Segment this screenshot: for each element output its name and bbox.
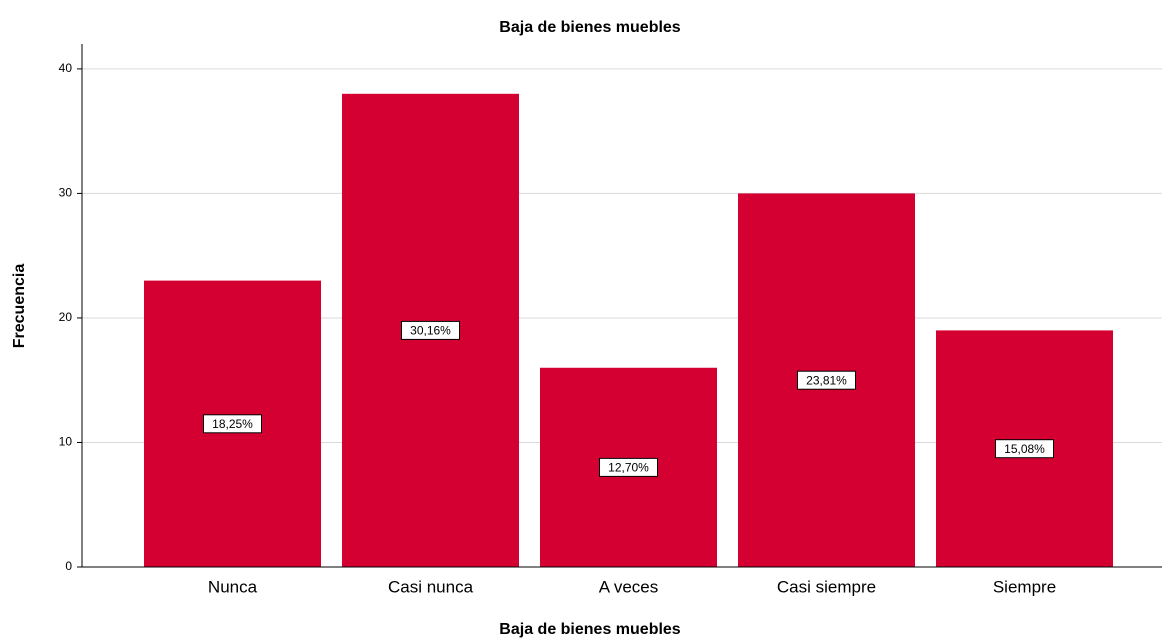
chart-title: Baja de bienes muebles: [499, 19, 681, 36]
x-tick-label: Casi nunca: [388, 577, 474, 596]
y-tick-label: 0: [65, 559, 72, 573]
value-label: 23,81%: [806, 373, 847, 387]
value-label: 18,25%: [212, 417, 253, 431]
value-label: 15,08%: [1004, 442, 1045, 456]
x-tick-label: Siempre: [993, 577, 1056, 596]
y-axis-label: Frecuencia: [11, 264, 28, 349]
x-tick-label: Casi siempre: [777, 577, 876, 596]
value-label-box: [203, 414, 262, 434]
value-label-box: [401, 320, 460, 340]
y-tick-label: 10: [59, 435, 73, 449]
y-tick-label: 40: [59, 61, 73, 75]
y-tick-label: 30: [59, 186, 73, 200]
value-label: 12,70%: [608, 461, 649, 475]
value-label: 30,16%: [410, 324, 451, 338]
x-axis-label: Baja de bienes muebles: [499, 621, 681, 638]
x-tick-label: A veces: [599, 577, 659, 596]
x-tick-label: Nunca: [208, 577, 258, 596]
value-label-box: [599, 457, 658, 477]
y-tick-label: 20: [59, 310, 73, 324]
value-label-box: [797, 370, 856, 390]
value-label-box: [995, 439, 1054, 459]
